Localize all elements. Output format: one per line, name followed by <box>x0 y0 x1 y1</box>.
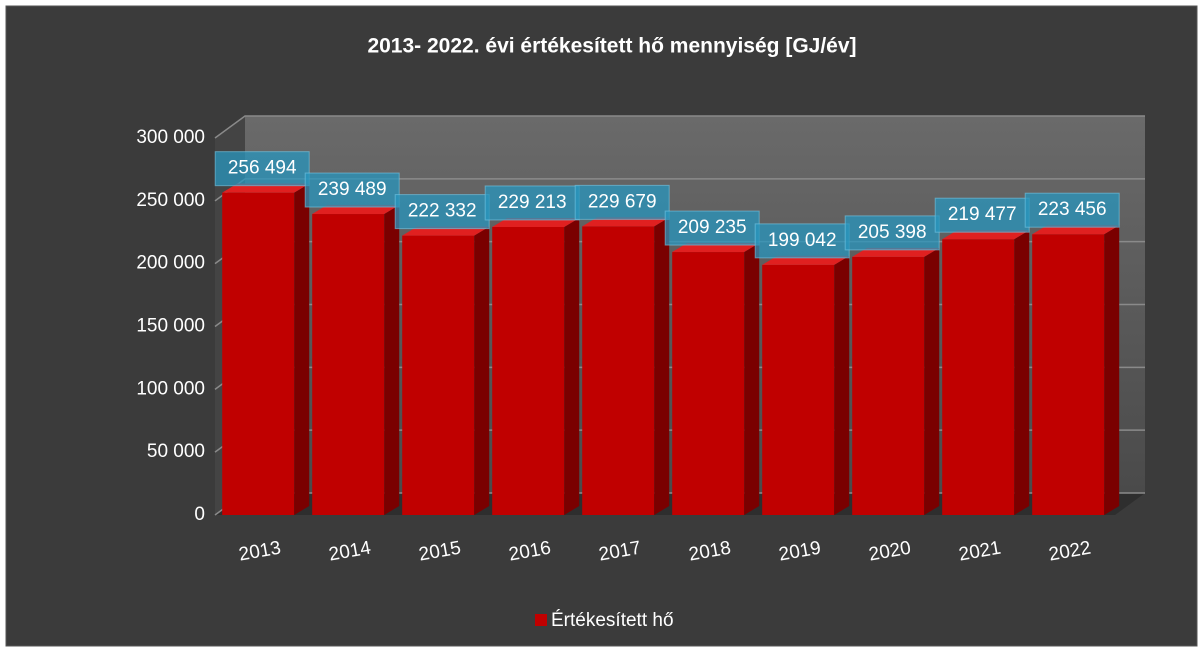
bar <box>402 235 475 515</box>
value-label-box <box>574 184 670 220</box>
bar-side <box>474 226 490 515</box>
grid-line <box>214 115 1145 139</box>
value-label-box <box>664 210 760 246</box>
bar-side <box>654 217 670 515</box>
chart-title: 2013- 2022. évi értékesített hő mennyisé… <box>367 35 856 58</box>
value-label-box <box>214 151 310 187</box>
bar <box>1032 234 1105 515</box>
value-label: 256 494 <box>228 158 297 179</box>
bar <box>582 226 655 515</box>
value-label-box <box>844 215 940 251</box>
bar-side <box>1014 230 1030 516</box>
bar <box>222 192 295 515</box>
value-label-box <box>754 223 850 259</box>
value-label: 209 235 <box>678 217 747 238</box>
y-tick-label: 100 000 <box>136 378 205 399</box>
value-label: 229 679 <box>588 191 657 212</box>
bar <box>492 226 565 515</box>
bar <box>312 214 385 515</box>
value-label: 239 489 <box>318 179 387 200</box>
bar <box>852 256 925 515</box>
bar <box>672 252 745 516</box>
bar-side <box>294 183 310 515</box>
value-label-box <box>484 185 580 221</box>
value-label: 199 042 <box>768 230 837 251</box>
bar <box>942 239 1015 516</box>
legend-label: Értékesített hő <box>551 610 674 631</box>
bar-side <box>924 247 940 515</box>
y-tick-label: 200 000 <box>136 253 205 274</box>
y-tick-label: 300 000 <box>136 127 205 148</box>
y-tick-label: 150 000 <box>136 316 205 337</box>
bar-side <box>564 217 580 515</box>
value-label: 222 332 <box>408 201 477 222</box>
bar-side <box>1104 225 1120 515</box>
value-label: 229 213 <box>498 192 567 213</box>
y-tick-label: 0 <box>194 504 205 525</box>
value-label: 223 456 <box>1038 199 1107 220</box>
bar <box>762 264 835 515</box>
legend-swatch <box>535 614 547 626</box>
value-label: 219 477 <box>948 204 1017 225</box>
bar-side <box>744 243 760 516</box>
y-tick-label: 50 000 <box>147 441 205 462</box>
value-label-box <box>1024 192 1120 228</box>
value-label-box <box>304 172 400 208</box>
legend: Értékesített hő <box>535 610 674 631</box>
y-tick-label: 250 000 <box>136 190 205 211</box>
value-label-box <box>394 194 490 230</box>
value-label: 205 398 <box>858 222 927 243</box>
bar-side <box>384 205 400 515</box>
bar-side <box>834 255 850 516</box>
